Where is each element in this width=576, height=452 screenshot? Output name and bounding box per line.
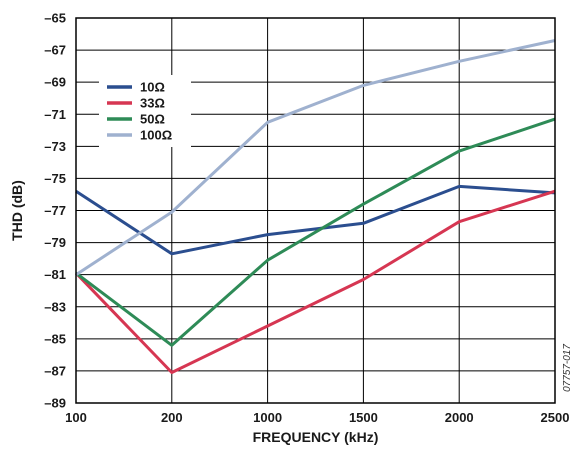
y-tick-label: –89 (44, 396, 66, 411)
legend-label: 33Ω (140, 96, 165, 111)
y-tick-label: –79 (44, 235, 66, 250)
x-tick-label: 1000 (253, 410, 282, 425)
x-tick-label: 2000 (445, 410, 474, 425)
y-tick-label: –77 (44, 203, 66, 218)
y-tick-label: –69 (44, 75, 66, 90)
legend-label: 100Ω (140, 128, 172, 143)
y-tick-label: –67 (44, 43, 66, 58)
y-tick-label: –83 (44, 299, 66, 314)
series-line-50Ω (75, 117, 556, 347)
y-tick-label: –85 (44, 331, 66, 346)
x-tick-label: 200 (161, 410, 183, 425)
y-tick-label: –75 (44, 171, 66, 186)
series-line-10Ω (75, 184, 556, 256)
plot-frame (75, 17, 556, 404)
y-tick-label: –81 (44, 267, 66, 282)
x-tick-label: 100 (65, 410, 87, 425)
x-tick-labels: 100 200 1000 1500 2000 2500 (65, 410, 569, 425)
legend-label: 10Ω (140, 80, 165, 95)
y-tick-label: –71 (44, 107, 66, 122)
y-tick-label: –73 (44, 139, 66, 154)
series-line-33Ω (74, 189, 556, 374)
series-lines (74, 39, 556, 374)
y-tick-labels: –65 –67 –69 –71 –73 –75 –77 –79 –81 –83 –85 –87 –89 (44, 11, 66, 411)
legend-label: 50Ω (140, 112, 165, 127)
y-tick-label: –65 (44, 11, 66, 26)
figure-id: 07757-017 (562, 344, 573, 392)
x-axis-title: FREQUENCY (kHz) (253, 429, 379, 445)
y-axis-title: THD (dB) (9, 180, 25, 241)
series-line-100Ω (75, 39, 556, 276)
x-tick-label: 2500 (541, 410, 570, 425)
x-tick-label: 1500 (349, 410, 378, 425)
y-tick-label: –87 (44, 363, 66, 378)
